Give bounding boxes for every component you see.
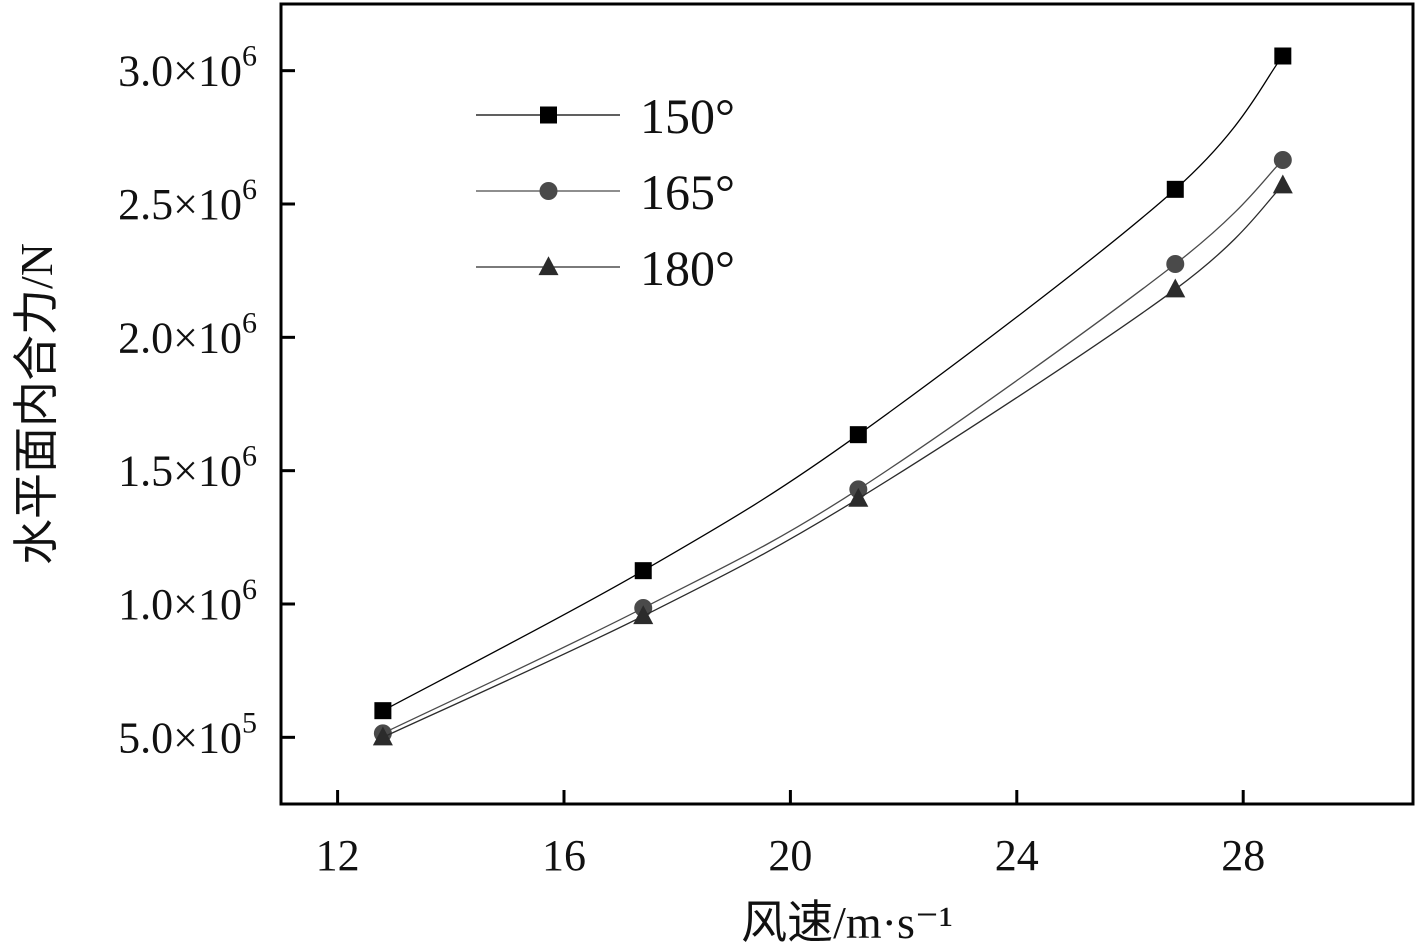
data-point-square — [849, 426, 867, 444]
y-tick-exponent: 6 — [242, 573, 257, 606]
x-tick-label: 24 — [995, 831, 1039, 880]
y-tick-base: ×10 — [173, 580, 242, 629]
x-axis-title: 风速/m·s⁻¹ — [741, 897, 953, 947]
x-tick-label: 28 — [1221, 831, 1265, 880]
series-circle — [373, 151, 1292, 743]
legend-item: 180° — [476, 240, 735, 296]
data-point-square — [374, 702, 392, 720]
y-tick-mantissa: 2.0 — [118, 313, 173, 362]
data-point-triangle — [372, 726, 393, 746]
data-point-circle — [1166, 255, 1185, 273]
x-tick-label: 20 — [768, 831, 812, 880]
x-tick-label: 12 — [316, 831, 360, 880]
series-line — [382, 184, 1284, 738]
y-tick-exponent: 5 — [242, 706, 257, 739]
y-tick-label: 2.0×106 — [118, 306, 257, 362]
y-tick-label: 2.5×106 — [118, 173, 257, 229]
data-point-circle — [1273, 151, 1292, 169]
legend-label: 180° — [640, 240, 735, 296]
series-triangle — [372, 174, 1293, 746]
data-point-triangle — [1272, 174, 1293, 194]
y-tick-label: 1.5×106 — [118, 440, 257, 496]
data-point-triangle — [633, 605, 654, 625]
y-tick-mantissa: 1.0 — [118, 580, 173, 629]
data-point-square — [1166, 180, 1184, 198]
legend-label: 150° — [640, 88, 735, 144]
y-tick-exponent: 6 — [242, 306, 257, 339]
y-tick-base: ×10 — [173, 313, 242, 362]
series-line — [382, 159, 1284, 734]
legend-item: 165° — [476, 164, 735, 220]
legend-label: 165° — [640, 164, 735, 220]
data-point-square — [634, 562, 652, 580]
data-point-triangle — [848, 487, 869, 507]
y-tick-exponent: 6 — [242, 440, 257, 473]
data-point-triangle — [1165, 278, 1186, 298]
y-tick-base: ×10 — [173, 180, 242, 229]
y-tick-label: 1.0×106 — [118, 573, 257, 629]
y-tick-mantissa: 1.5 — [118, 447, 173, 496]
x-tick-label: 16 — [542, 831, 586, 880]
legend-marker-circle — [539, 182, 558, 200]
legend-item: 150° — [476, 88, 735, 144]
axes-layer: 12 16 20 24 285.0×1051.0×1061.5×1062.0×1062.… — [11, 2, 1415, 948]
y-tick-base: ×10 — [173, 713, 242, 762]
y-tick-label: 3.0×106 — [118, 40, 257, 96]
y-tick-exponent: 6 — [242, 173, 257, 206]
y-tick-base: ×10 — [173, 447, 242, 496]
chart-legend: 150° 165° 180° — [476, 88, 735, 296]
legend-marker-square — [540, 106, 557, 124]
series-square — [374, 47, 1292, 720]
legend-marker-triangle — [538, 256, 559, 276]
series-line — [382, 55, 1284, 712]
y-tick-mantissa: 5.0 — [118, 713, 173, 762]
y-axis-title: 水平面内合力/N — [11, 243, 62, 565]
y-tick-mantissa: 2.5 — [118, 180, 173, 229]
data-point-square — [1274, 47, 1292, 65]
y-tick-label: 5.0×105 — [118, 706, 257, 762]
y-tick-mantissa: 3.0 — [118, 47, 173, 96]
series-layer — [372, 47, 1293, 746]
y-tick-base: ×10 — [173, 47, 242, 96]
y-tick-exponent: 6 — [242, 40, 257, 73]
plot-frame — [279, 2, 1415, 806]
